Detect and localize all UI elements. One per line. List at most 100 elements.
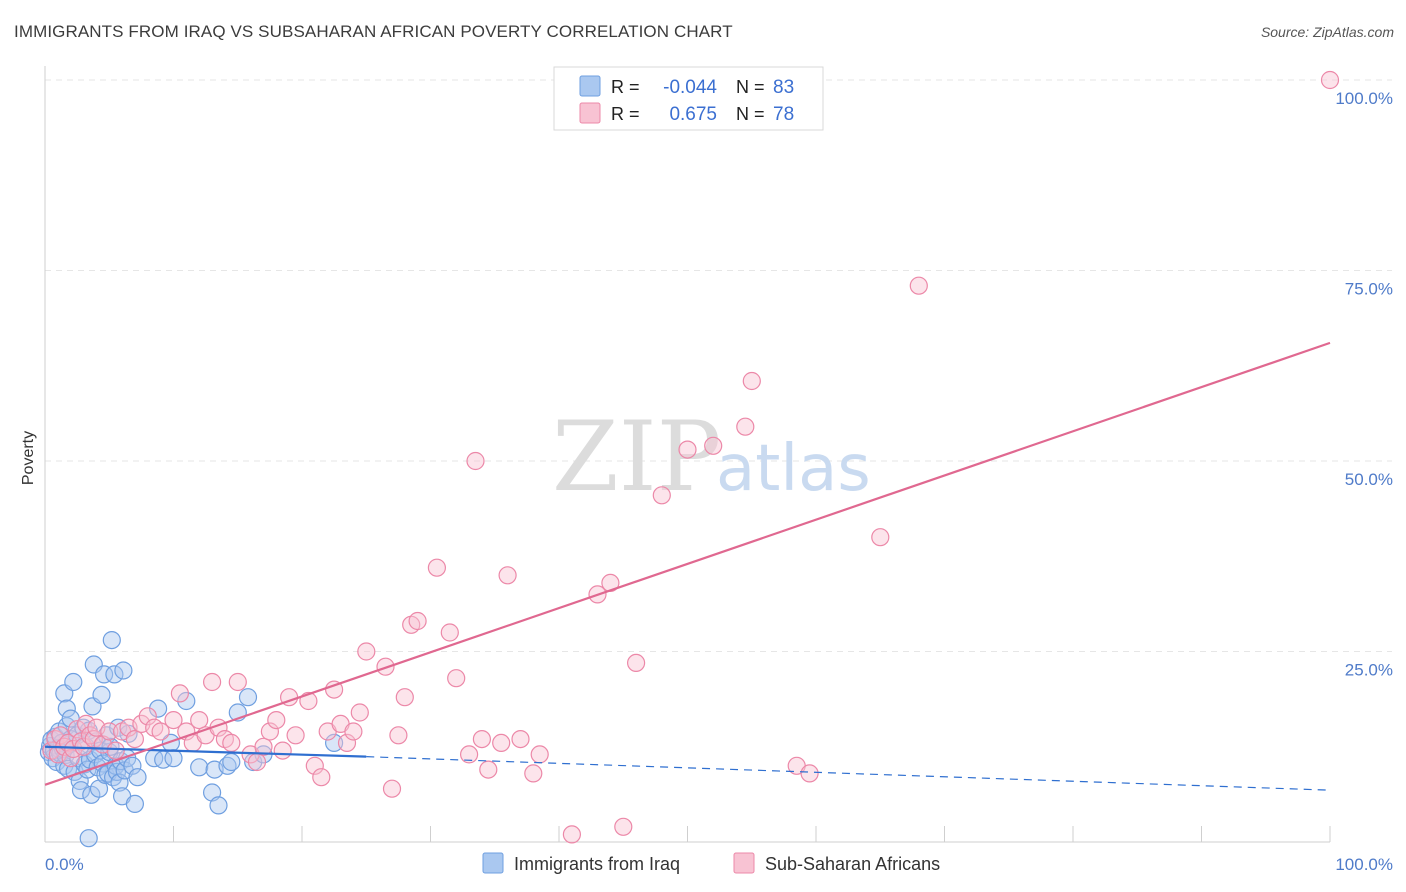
point-blue-19 bbox=[57, 699, 76, 718]
point-blue-74 bbox=[209, 796, 228, 815]
point-blue-51 bbox=[105, 665, 124, 684]
point-blue-63 bbox=[125, 794, 144, 814]
point-blue-70 bbox=[177, 691, 196, 711]
point-pink-11 bbox=[76, 714, 96, 734]
point-pink-48 bbox=[325, 680, 344, 699]
point-blue-43 bbox=[94, 665, 114, 684]
y-tick-label-100: 100.0% bbox=[1335, 89, 1393, 108]
point-pink-66 bbox=[466, 451, 485, 471]
point-pink-17 bbox=[106, 741, 125, 760]
point-blue-21 bbox=[64, 672, 83, 692]
point-pink-62 bbox=[447, 669, 466, 688]
point-pink-34 bbox=[222, 733, 241, 753]
trendline-blue-dashed bbox=[366, 756, 1331, 791]
point-pink-67 bbox=[492, 733, 511, 753]
point-blue-82 bbox=[222, 752, 241, 772]
watermark: ZIP atlas bbox=[552, 401, 871, 513]
legend-swatch-subsaharan bbox=[579, 102, 601, 124]
point-pink-86 bbox=[1320, 70, 1340, 90]
bottom-legend-label-iraq: Immigrants from Iraq bbox=[514, 854, 680, 874]
point-pink-55 bbox=[382, 779, 402, 798]
legend-r-label-subsaharan: R = bbox=[611, 104, 640, 124]
tick-layer: 25.0% 50.0% 75.0% 100.0% 0.0% 100.0% bbox=[45, 89, 1393, 874]
point-pink-78 bbox=[678, 440, 697, 459]
point-pink-63 bbox=[460, 745, 479, 764]
point-pink-3 bbox=[51, 726, 70, 745]
point-pink-61 bbox=[440, 623, 459, 642]
point-pink-53 bbox=[357, 642, 376, 661]
point-pink-31 bbox=[203, 672, 222, 692]
series-legend: Immigrants from Iraq Sub-Saharan African… bbox=[482, 852, 940, 874]
point-pink-46 bbox=[312, 768, 331, 787]
x-tick-label-max: 100.0% bbox=[1335, 855, 1393, 874]
point-pink-60 bbox=[427, 558, 446, 577]
point-blue-69 bbox=[164, 749, 183, 768]
point-blue-64 bbox=[128, 768, 147, 787]
point-pink-81 bbox=[742, 371, 761, 391]
legend-swatch-iraq bbox=[579, 75, 601, 97]
point-pink-70 bbox=[524, 764, 543, 783]
trend-layer bbox=[44, 341, 1331, 791]
point-pink-56 bbox=[389, 726, 408, 745]
point-blue-26 bbox=[71, 781, 91, 800]
watermark-zip: ZIP bbox=[552, 401, 721, 513]
point-pink-69 bbox=[511, 729, 530, 749]
point-pink-37 bbox=[247, 752, 267, 772]
point-pink-50 bbox=[337, 733, 357, 753]
point-pink-43 bbox=[286, 726, 305, 745]
y-tick-label-25: 25.0% bbox=[1345, 661, 1393, 680]
point-blue-41 bbox=[92, 685, 111, 705]
point-pink-26 bbox=[170, 684, 189, 703]
point-pink-59 bbox=[408, 611, 427, 631]
point-pink-57 bbox=[395, 688, 414, 707]
watermark-atlas: atlas bbox=[716, 432, 871, 506]
legend-r-label-iraq: R = bbox=[611, 77, 640, 97]
point-pink-71 bbox=[530, 745, 549, 764]
grid-layer bbox=[45, 79, 1392, 652]
point-pink-76 bbox=[626, 653, 646, 673]
points-layer bbox=[39, 70, 1340, 848]
trendline-pink bbox=[44, 341, 1331, 786]
point-blue-81 bbox=[79, 829, 98, 848]
trendline-blue bbox=[44, 745, 367, 758]
x-tick-label-min: 0.0% bbox=[45, 855, 84, 874]
point-blue-77 bbox=[238, 688, 258, 707]
point-blue-66 bbox=[149, 699, 168, 718]
y-tick-label-75: 75.0% bbox=[1345, 280, 1393, 299]
point-pink-52 bbox=[350, 703, 369, 722]
axes-layer bbox=[44, 66, 1331, 843]
point-pink-79 bbox=[704, 436, 723, 455]
point-pink-45 bbox=[305, 756, 324, 775]
point-pink-35 bbox=[228, 672, 247, 692]
point-pink-84 bbox=[871, 528, 890, 547]
point-pink-80 bbox=[736, 417, 755, 436]
legend-n-label-subsaharan: N = bbox=[736, 104, 765, 124]
point-pink-29 bbox=[190, 710, 209, 730]
chart-source: Source: ZipAtlas.com bbox=[1260, 24, 1394, 40]
point-pink-51 bbox=[344, 722, 363, 741]
bottom-legend-swatch-iraq bbox=[482, 852, 504, 874]
point-pink-38 bbox=[254, 737, 273, 756]
legend-n-value-subsaharan: 78 bbox=[773, 104, 794, 125]
point-blue-71 bbox=[190, 758, 209, 777]
legend-n-label-iraq: N = bbox=[736, 77, 765, 97]
legend-n-value-iraq: 83 bbox=[773, 77, 794, 98]
legend-r-value-iraq: -0.044 bbox=[663, 77, 717, 98]
point-pink-72 bbox=[562, 825, 582, 844]
point-pink-25 bbox=[164, 710, 183, 730]
point-pink-39 bbox=[260, 722, 279, 741]
point-blue-49 bbox=[102, 630, 121, 650]
chart-title: IMMIGRANTS FROM IRAQ VS SUBSAHARAN AFRIC… bbox=[14, 22, 733, 41]
point-blue-53 bbox=[107, 762, 127, 782]
point-pink-77 bbox=[652, 486, 671, 505]
point-pink-68 bbox=[498, 566, 517, 585]
point-pink-16 bbox=[100, 722, 119, 741]
legend-r-value-subsaharan: 0.675 bbox=[669, 104, 717, 125]
point-pink-40 bbox=[267, 710, 286, 730]
point-blue-80 bbox=[325, 733, 344, 753]
bottom-legend-swatch-subsaharan bbox=[733, 852, 755, 874]
point-pink-83 bbox=[800, 764, 819, 783]
point-pink-64 bbox=[472, 729, 491, 749]
point-blue-62 bbox=[123, 756, 142, 775]
